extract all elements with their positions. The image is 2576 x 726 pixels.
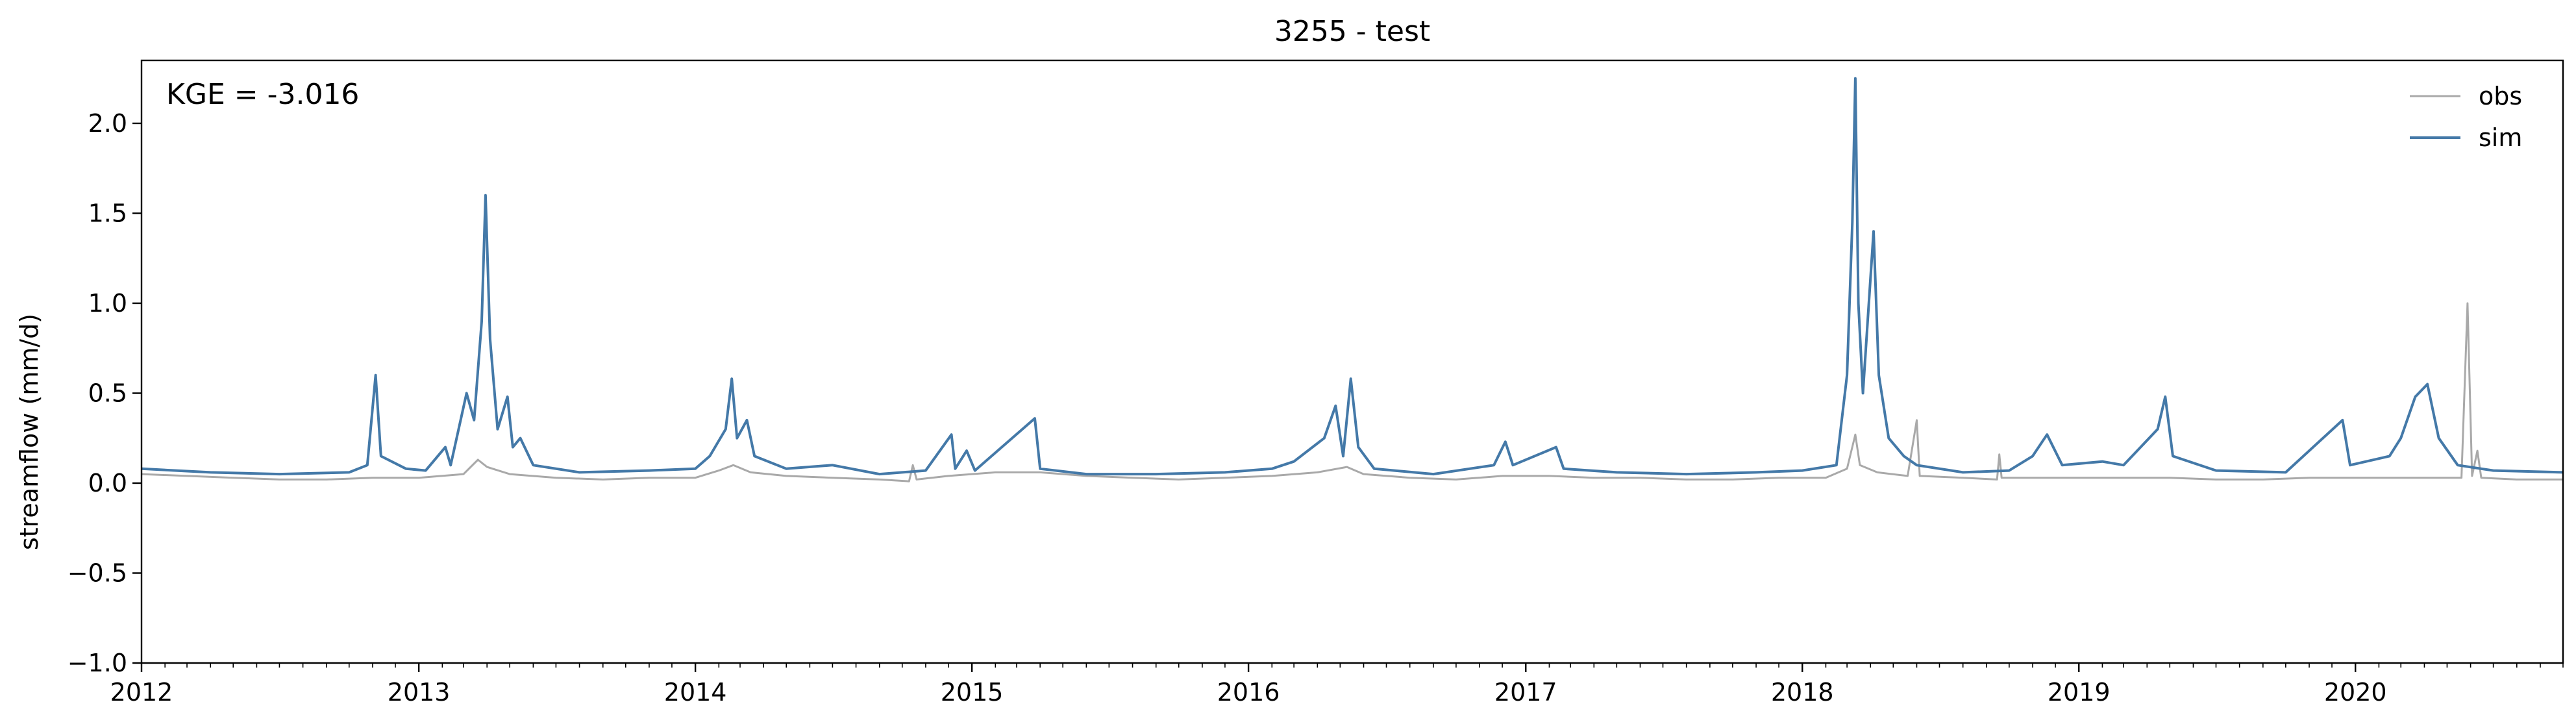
chart-title: 3255 - test: [1274, 15, 1430, 48]
y-tick-label: −0.5: [68, 558, 127, 587]
x-tick-label: 2016: [1217, 678, 1280, 707]
series-line-obs: [141, 302, 2563, 482]
series-line-sim: [141, 77, 2564, 476]
kge-annotation: KGE = -3.016: [166, 78, 359, 111]
legend-label-obs: obs: [2479, 82, 2522, 110]
y-tick-label: −1.0: [68, 649, 127, 677]
legend: obs sim: [2410, 82, 2522, 152]
x-tick-label: 2013: [388, 678, 451, 707]
y-tick-label: 1.0: [88, 289, 127, 318]
plot-area: [140, 59, 2564, 664]
x-tick-label: 2015: [941, 678, 1004, 707]
y-axis-label: streamflow (mm/d): [15, 314, 43, 550]
x-tick-label: 2014: [664, 678, 727, 707]
y-axis: −1.0 −0.5 0.0 0.5 1.0 1.5 2.0: [68, 109, 142, 677]
y-tick-label: 0.5: [88, 379, 127, 407]
legend-label-sim: sim: [2479, 123, 2522, 152]
x-tick-label: 2012: [110, 678, 173, 707]
x-tick-label: 2018: [1771, 678, 1834, 707]
y-tick-label: 1.5: [88, 199, 127, 227]
y-tick-label: 0.0: [88, 469, 127, 497]
x-tick-label: 2020: [2324, 678, 2387, 707]
x-axis: 2012 2013 2014 2015 2016 2017 2018 2019 2020: [110, 663, 2564, 707]
x-tick-label: 2017: [1494, 678, 1557, 707]
y-tick-label: 2.0: [88, 109, 127, 138]
plot-frame: [140, 59, 2564, 664]
series-layer: [141, 77, 2564, 482]
x-tick-label: 2019: [2048, 678, 2111, 707]
